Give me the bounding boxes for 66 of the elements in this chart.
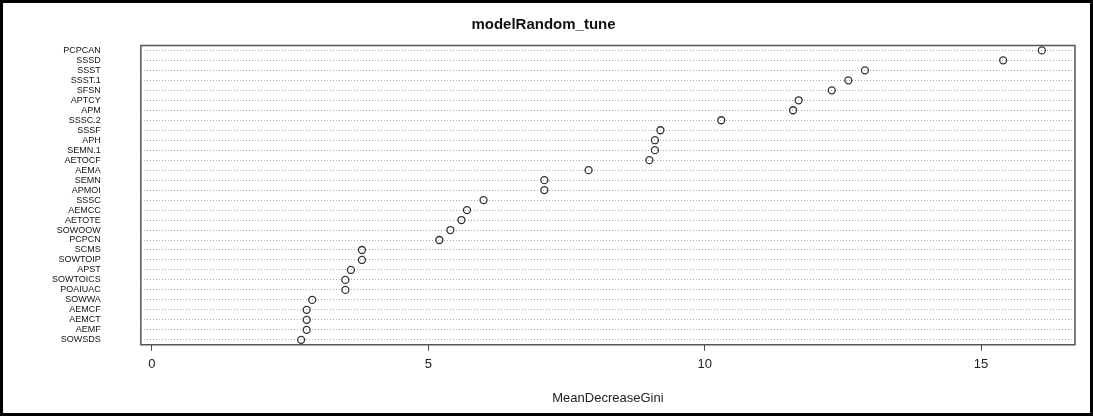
- point: [346, 265, 356, 275]
- point: [656, 126, 665, 135]
- point: [446, 225, 455, 235]
- point: [341, 275, 350, 285]
- point: [717, 116, 726, 125]
- y-tick-label: AEMA: [75, 164, 101, 175]
- point: [650, 136, 660, 145]
- y-tick-label: APTCY: [70, 94, 101, 105]
- x-tick-label: 0: [148, 356, 156, 372]
- y-tick-label: SSSC.2: [68, 114, 101, 125]
- point: [308, 295, 317, 305]
- y-tick-label: AEMF: [75, 324, 102, 335]
- point: [357, 255, 367, 265]
- y-tick-label: AETOTE: [64, 214, 101, 225]
- point: [827, 86, 836, 95]
- point: [540, 185, 549, 195]
- y-tick-label: AEMCC: [68, 204, 102, 215]
- x-tick-label: 10: [697, 356, 712, 372]
- point: [357, 245, 367, 255]
- y-tick-label: APM: [81, 104, 101, 115]
- y-tick-label: PCPCAN: [63, 44, 101, 55]
- point: [302, 315, 311, 324]
- y-tick-label: SSST: [77, 64, 102, 75]
- y-tick-label: APST: [77, 264, 102, 275]
- y-tick-label: APH: [82, 134, 101, 145]
- y-tick-label: SSST.1: [70, 74, 101, 85]
- point: [341, 285, 350, 295]
- y-tick-label: SOWSDS: [60, 334, 101, 345]
- x-tick-label: 5: [424, 356, 432, 372]
- point: [462, 205, 472, 215]
- y-tick-label: AETOCF: [64, 154, 102, 165]
- point: [302, 325, 311, 334]
- y-tick-label: SOWOOW: [56, 224, 102, 235]
- y-tick-label: POAIUAC: [60, 284, 102, 295]
- point: [479, 195, 488, 205]
- point: [998, 56, 1008, 65]
- y-tick-label: PCPCN: [69, 234, 101, 245]
- y-tick-label: SOWTOICS: [51, 274, 101, 285]
- point: [435, 235, 444, 245]
- y-tick-label: SCMS: [74, 244, 101, 255]
- point: [860, 66, 870, 75]
- y-tick-label: AEMCF: [69, 304, 102, 315]
- y-tick-label: SEMN.1: [67, 144, 101, 155]
- point: [650, 146, 660, 155]
- x-tick-label: 15: [973, 356, 989, 372]
- point: [788, 106, 798, 115]
- point: [794, 96, 803, 105]
- chart-title: modelRandom_tune: [471, 14, 616, 32]
- point: [1037, 46, 1046, 55]
- point: [584, 166, 593, 175]
- y-tick-label: AEMCT: [69, 314, 102, 325]
- y-tick-label: SFSN: [76, 84, 101, 95]
- y-tick-label: SOWTOIP: [58, 254, 101, 265]
- y-tick-label: SSSD: [76, 54, 102, 65]
- point: [540, 175, 549, 185]
- y-tick-label: APMOI: [71, 184, 101, 195]
- y-tick-label: SEMN: [74, 174, 101, 185]
- point: [296, 335, 306, 344]
- y-tick-label: SSSF: [77, 124, 102, 135]
- y-tick-label: SSSC: [76, 194, 102, 205]
- point: [645, 156, 654, 165]
- y-tick-label: SOWWA: [65, 294, 101, 305]
- point: [457, 215, 466, 225]
- point: [302, 305, 311, 315]
- point: [844, 76, 853, 85]
- x-axis-title: MeanDecreaseGini: [552, 389, 664, 405]
